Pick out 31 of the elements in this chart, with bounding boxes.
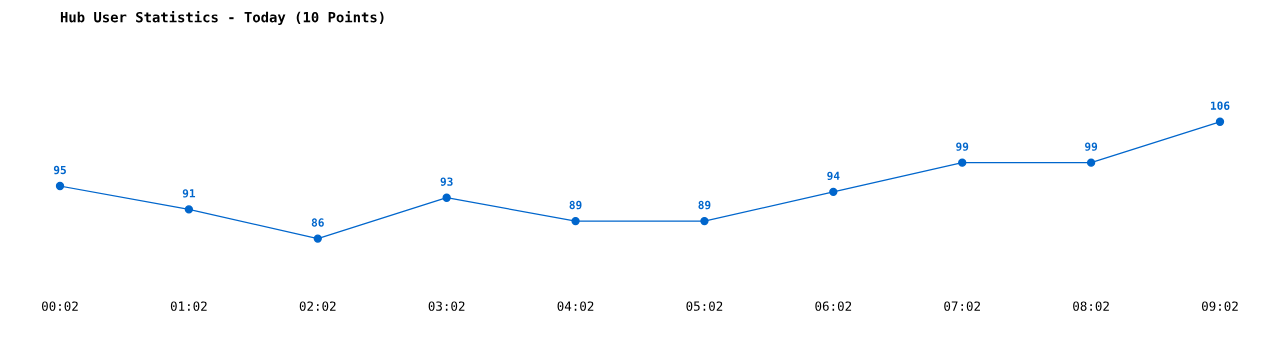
x-tick-label: 07:02 <box>944 301 980 311</box>
chart-title: Hub User Statistics - Today (10 Points) <box>60 10 384 26</box>
x-tick-label: 05:02 <box>686 301 723 311</box>
point <box>442 193 451 202</box>
x-tick-label: 02:02 <box>299 301 336 311</box>
data-label: 94 <box>827 171 840 181</box>
data-label: 89 <box>569 200 582 210</box>
data-label: 99 <box>1085 142 1098 151</box>
x-tick-label: 06:02 <box>815 301 852 311</box>
x-tick-label: 00:02 <box>42 301 78 311</box>
point <box>571 216 580 226</box>
data-label: 86 <box>311 218 324 227</box>
x-tick-label: 04:02 <box>557 301 594 311</box>
point <box>1215 117 1225 126</box>
x-tick-label: 08:02 <box>1073 301 1109 311</box>
point <box>700 216 709 226</box>
data-label: 95 <box>53 165 66 175</box>
point <box>829 187 838 197</box>
data-label: 91 <box>182 189 196 198</box>
x-tick-label: 09:02 <box>1202 301 1238 311</box>
data-label: 93 <box>440 177 453 186</box>
point <box>1086 158 1096 167</box>
x-tick-label: 01:02 <box>170 301 207 311</box>
data-label: 106 <box>1210 101 1230 110</box>
point <box>55 181 65 191</box>
x-tick-label: 03:02 <box>428 301 465 311</box>
point <box>184 205 194 214</box>
point <box>958 158 967 167</box>
point <box>313 234 322 243</box>
data-label: 89 <box>698 200 711 210</box>
data-label: 99 <box>956 142 969 151</box>
